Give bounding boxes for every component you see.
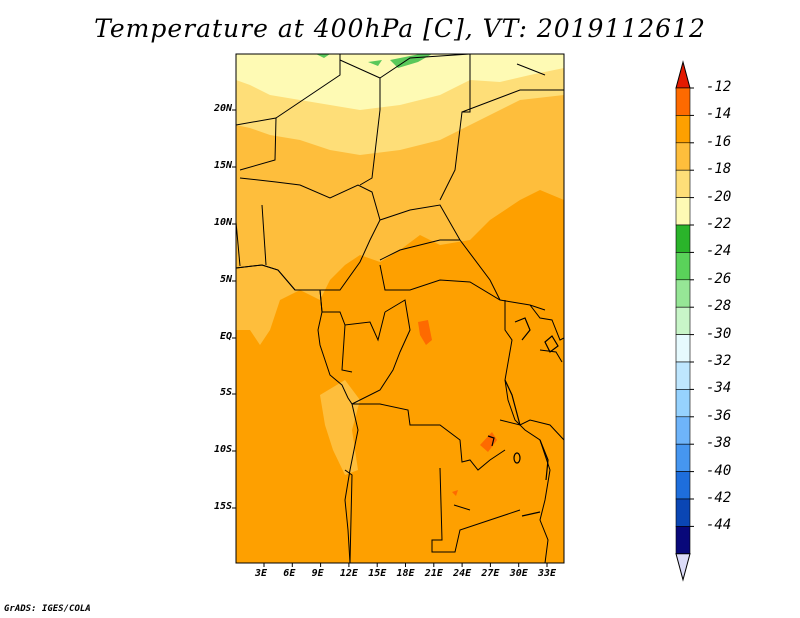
- lon-tick-label: 3E: [255, 568, 268, 579]
- lat-tick-label: 10S: [213, 444, 232, 455]
- colorbar-swatch: [675, 526, 691, 555]
- colorbar-tick-label: -22: [706, 216, 732, 232]
- lat-tick-label: 5S: [219, 387, 232, 398]
- lon-tick-label: 24E: [453, 568, 472, 579]
- colorbar-bottom-arrow: [675, 553, 691, 582]
- lat-tick-label: 5N: [219, 274, 232, 285]
- colorbar-tick-label: -14: [706, 106, 732, 123]
- lon-tick-label: 21E: [424, 568, 443, 579]
- field-band-14-12-c: [452, 490, 458, 496]
- colorbar-swatch: [675, 389, 691, 418]
- lat-tick-label: EQ: [219, 331, 232, 342]
- colorbar-tick-label: -40: [706, 462, 732, 479]
- lon-tick-label: 15E: [368, 568, 387, 579]
- colorbar-tick-label: -38: [706, 435, 732, 452]
- field-band-24-22-c: [368, 60, 382, 66]
- colorbar-tick-label: -42: [706, 490, 732, 506]
- lakes: [487, 317, 559, 517]
- colorbar-swatch: [675, 443, 691, 472]
- colorbar-tick-label: -16: [706, 133, 732, 150]
- colorbar: [675, 60, 694, 582]
- lat-tick-label: 15S: [213, 501, 232, 512]
- colorbar-swatch: [675, 416, 691, 445]
- field-band-18-16-b: [320, 380, 360, 475]
- axis-tick-marks: [232, 109, 548, 567]
- map-frame: [235, 53, 565, 564]
- colorbar-swatch: [675, 306, 691, 335]
- colorbar-swatch: [675, 471, 691, 500]
- colorbar-swatch: [675, 498, 691, 527]
- colorbar-swatch: [675, 87, 691, 116]
- colorbar-swatch: [675, 361, 691, 390]
- colorbar-swatch: [675, 115, 691, 144]
- colorbar-tick-label: -34: [706, 380, 732, 397]
- field-band-22-20: [236, 54, 470, 110]
- colorbar-tick-label: -20: [706, 188, 732, 205]
- colorbar-tick-label: -26: [706, 270, 732, 287]
- credit-text: GrADS: IGES/COLA: [4, 604, 91, 614]
- chart-title: Temperature at 400hPa [C], VT: 201911261…: [94, 14, 706, 43]
- field-band-22-20-b: [470, 54, 564, 82]
- lon-tick-label: 12E: [339, 568, 358, 579]
- colorbar-swatch: [675, 142, 691, 171]
- colorbar-swatch: [675, 334, 691, 363]
- lon-tick-label: 27E: [481, 568, 500, 579]
- lon-tick-label: 9E: [311, 568, 324, 579]
- colorbar-tick-label: -36: [706, 407, 732, 424]
- coastline: [236, 264, 359, 563]
- lat-tick-label: 20N: [213, 103, 232, 114]
- colorbar-tick-label: -44: [706, 517, 732, 534]
- lat-tick-label: 10N: [213, 217, 232, 228]
- temperature-field: [236, 54, 564, 563]
- colorbar-swatch: [675, 197, 691, 226]
- colorbar-tick-label: -18: [706, 161, 732, 178]
- colorbar-tick-label: -28: [706, 298, 732, 315]
- colorbar-tick-label: -12: [706, 79, 732, 95]
- lon-tick-label: 33E: [538, 568, 557, 579]
- lon-tick-label: 6E: [283, 568, 296, 579]
- field-band-24-22-b: [316, 54, 330, 58]
- colorbar-swatch: [675, 252, 691, 281]
- country-borders: [236, 54, 564, 563]
- colorbar-tick-label: -32: [706, 353, 732, 369]
- colorbar-tick-label: -30: [706, 325, 732, 342]
- colorbar-swatch: [675, 279, 691, 308]
- lon-tick-label: 18E: [396, 568, 415, 579]
- field-band-14-12: [418, 320, 432, 345]
- lon-tick-label: 30E: [509, 568, 528, 579]
- colorbar-swatch: [675, 169, 691, 198]
- colorbar-swatch: [675, 224, 691, 253]
- lat-tick-label: 15N: [213, 160, 232, 171]
- colorbar-top-arrow: [675, 60, 691, 89]
- colorbar-tick-label: -24: [706, 243, 732, 260]
